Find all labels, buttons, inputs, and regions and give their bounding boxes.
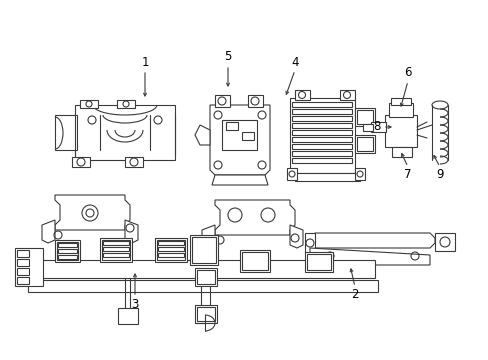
Bar <box>195 305 217 323</box>
Bar <box>15 248 43 286</box>
Text: 5: 5 <box>224 50 231 63</box>
Bar <box>291 151 351 156</box>
Bar <box>58 255 77 259</box>
Bar <box>17 268 29 275</box>
Bar <box>291 102 351 107</box>
Bar <box>434 233 454 251</box>
Bar <box>291 109 351 114</box>
Bar <box>102 240 130 260</box>
Bar <box>117 100 135 108</box>
Bar <box>103 253 129 257</box>
Text: 6: 6 <box>404 67 411 80</box>
Bar <box>306 254 330 270</box>
Bar <box>354 135 374 153</box>
Bar <box>17 250 29 257</box>
Bar <box>17 259 29 266</box>
Bar <box>125 157 142 167</box>
Bar <box>240 250 269 272</box>
Bar <box>197 307 215 321</box>
Text: 2: 2 <box>350 288 358 302</box>
Bar <box>57 242 78 260</box>
Bar <box>158 247 183 251</box>
Bar <box>100 238 132 262</box>
Bar <box>195 268 217 286</box>
Text: 7: 7 <box>404 168 411 181</box>
Bar <box>103 247 129 251</box>
Bar <box>291 144 351 149</box>
Polygon shape <box>125 220 138 243</box>
Bar <box>190 235 218 265</box>
Bar <box>192 237 216 263</box>
Bar <box>356 110 372 124</box>
Bar <box>339 90 354 100</box>
Bar <box>215 95 229 107</box>
Bar <box>294 90 309 100</box>
Polygon shape <box>309 248 429 265</box>
Bar <box>370 122 385 132</box>
Polygon shape <box>55 195 130 230</box>
Polygon shape <box>42 220 55 243</box>
Bar <box>28 280 377 292</box>
Bar <box>354 108 374 126</box>
Polygon shape <box>209 105 269 175</box>
Bar <box>384 115 416 147</box>
Text: 1: 1 <box>141 55 148 68</box>
Bar <box>20 260 374 278</box>
Bar <box>58 243 77 247</box>
Bar <box>289 98 354 173</box>
Bar <box>291 130 351 135</box>
Bar <box>242 132 253 140</box>
Bar <box>362 124 372 131</box>
Text: 8: 8 <box>372 121 380 134</box>
Bar <box>158 241 183 245</box>
Bar <box>291 158 351 163</box>
Bar <box>242 252 267 270</box>
Bar <box>286 168 296 180</box>
Bar <box>75 105 175 160</box>
Bar <box>354 168 364 180</box>
Bar <box>391 147 411 157</box>
Bar <box>356 137 372 151</box>
Bar <box>225 122 238 130</box>
Text: 3: 3 <box>131 298 139 311</box>
Bar <box>17 277 29 284</box>
Bar <box>103 241 129 245</box>
Bar <box>80 100 98 108</box>
Bar <box>55 240 80 262</box>
Bar <box>305 252 332 272</box>
Bar <box>155 238 186 262</box>
Bar <box>291 137 351 142</box>
Bar <box>158 253 183 257</box>
Polygon shape <box>215 200 294 235</box>
Bar <box>291 116 351 121</box>
Text: 4: 4 <box>291 55 298 68</box>
Bar <box>58 249 77 253</box>
Bar <box>305 233 314 253</box>
Bar <box>294 173 359 181</box>
Polygon shape <box>202 225 215 248</box>
Bar <box>291 123 351 128</box>
Bar <box>247 95 263 107</box>
Bar <box>118 308 138 324</box>
Bar <box>197 270 215 284</box>
Bar <box>157 240 184 260</box>
Bar <box>222 120 257 150</box>
Bar <box>55 115 77 150</box>
Bar <box>390 98 410 105</box>
Polygon shape <box>309 233 434 248</box>
Polygon shape <box>195 125 209 145</box>
Text: 9: 9 <box>435 168 443 181</box>
Bar <box>388 103 412 117</box>
Polygon shape <box>289 225 303 248</box>
Bar <box>72 157 90 167</box>
Polygon shape <box>212 175 267 185</box>
